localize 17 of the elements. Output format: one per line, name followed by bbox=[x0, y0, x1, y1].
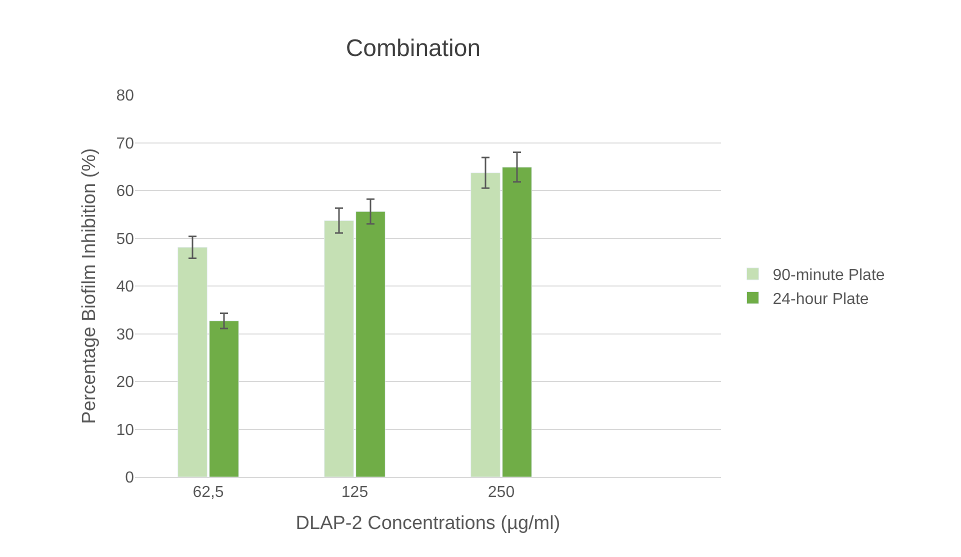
y-tick-label: 70 bbox=[116, 135, 134, 152]
y-tick-label: 30 bbox=[116, 326, 134, 344]
y-tick-label: 10 bbox=[116, 422, 134, 439]
chart-title: Combination bbox=[346, 34, 481, 62]
x-axis-title: DLAP-2 Concentrations (µg/ml) bbox=[296, 513, 560, 534]
legend-label: 90-minute Plate bbox=[772, 267, 885, 284]
y-axis-title: Percentage Biofilm Inhibition (%) bbox=[79, 148, 100, 424]
y-tick-label: 40 bbox=[116, 278, 134, 296]
y-tick-label: 0 bbox=[125, 470, 134, 487]
x-tick-label: 250 bbox=[488, 484, 515, 502]
y-tick-label: 50 bbox=[116, 230, 134, 248]
y-tick-label: 60 bbox=[116, 183, 134, 200]
x-tick-label: 125 bbox=[341, 484, 368, 502]
y-tick-label: 80 bbox=[116, 88, 134, 105]
legend-label: 24-hour Plate bbox=[772, 290, 869, 308]
x-tick-label: 62,5 bbox=[192, 484, 224, 502]
y-tick-label: 20 bbox=[116, 374, 134, 392]
